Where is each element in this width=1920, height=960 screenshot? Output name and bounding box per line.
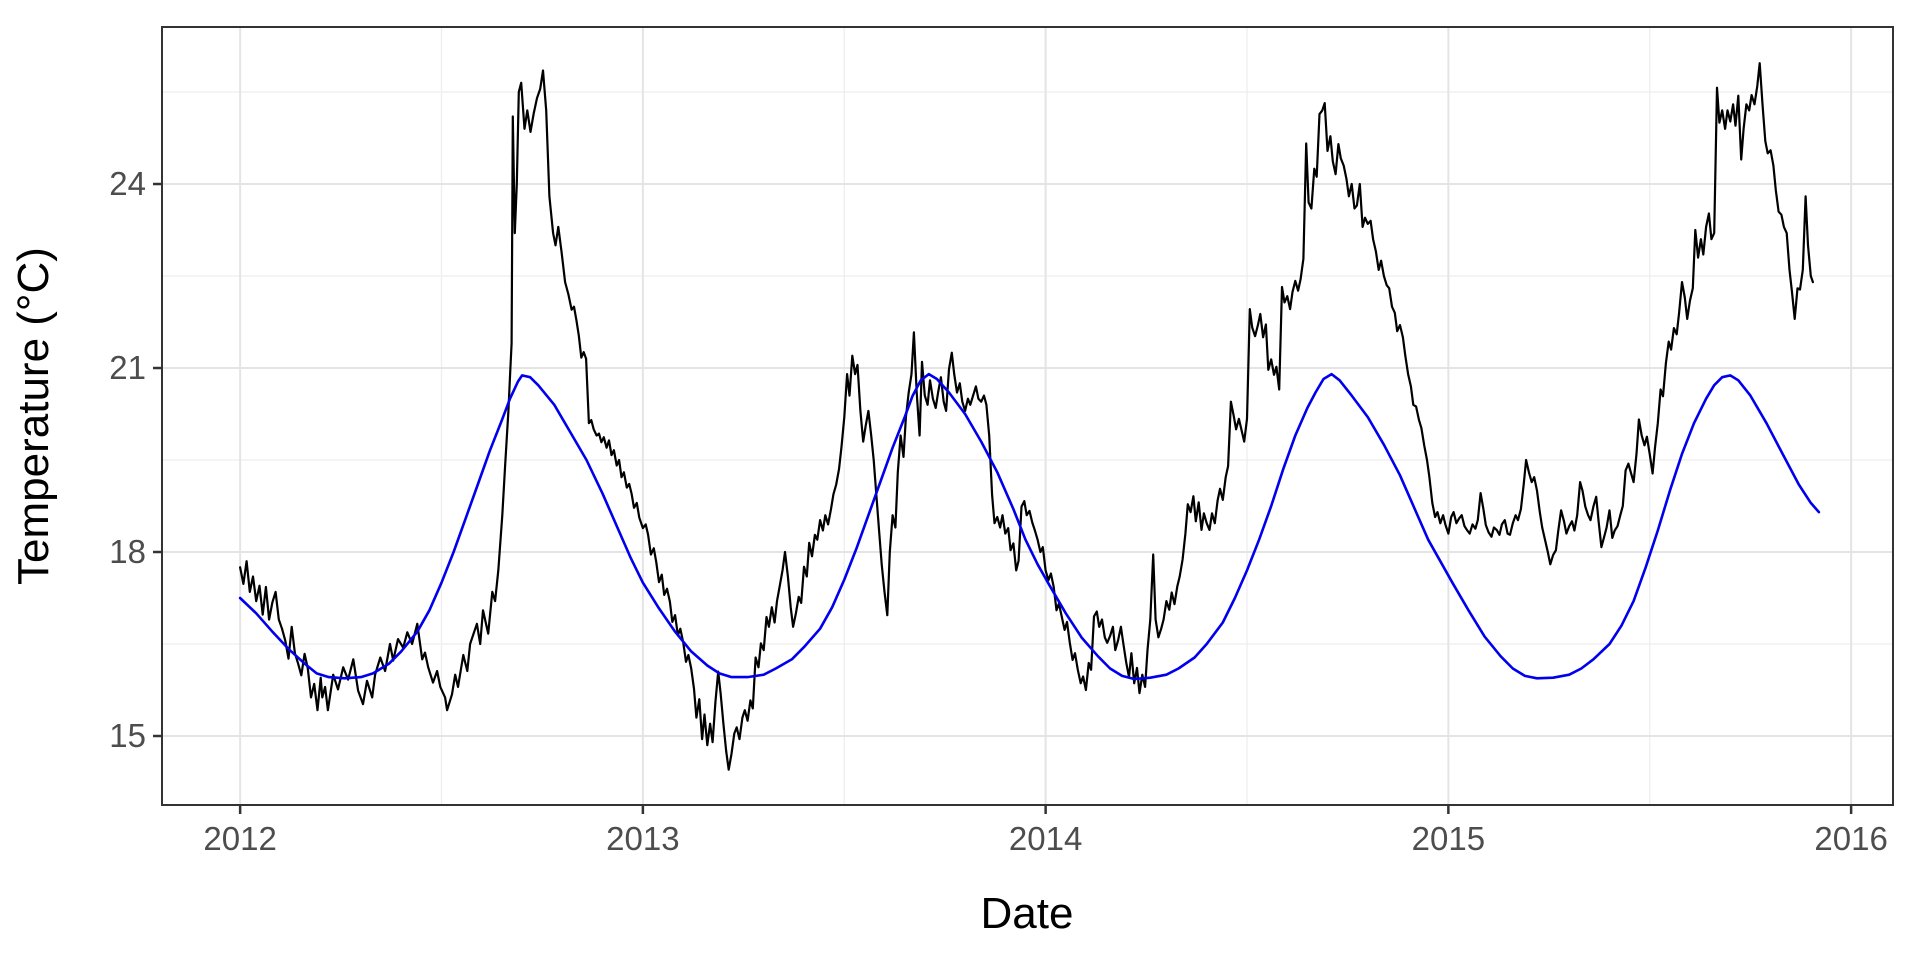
axis-tick-labels: 2012 2013 2014 2015 2016 15 18 21 24 — [109, 165, 1888, 857]
plot-panel-border — [161, 26, 1894, 806]
x-tick-label-2015: 2015 — [1412, 820, 1485, 857]
gridlines-major — [162, 27, 1893, 805]
y-tick-label-24: 24 — [109, 165, 146, 202]
y-tick-label-21: 21 — [109, 349, 146, 386]
y-tick-label-18: 18 — [109, 533, 146, 570]
x-tick-label-2013: 2013 — [606, 820, 679, 857]
x-tick-label-2012: 2012 — [203, 820, 276, 857]
series-seasonal-smooth-fit — [238, 372, 1821, 681]
axis-tick-marks — [153, 182, 1853, 814]
gridlines-minor — [162, 27, 1893, 805]
x-tick-label-2016: 2016 — [1814, 820, 1887, 857]
series-observed-daily-temperature — [239, 62, 1815, 771]
y-axis-title: Temperature (°C) — [9, 247, 58, 585]
y-tick-label-15: 15 — [109, 717, 146, 754]
x-tick-label-2014: 2014 — [1009, 820, 1082, 857]
data-series — [238, 62, 1821, 771]
x-axis-title: Date — [981, 889, 1074, 938]
